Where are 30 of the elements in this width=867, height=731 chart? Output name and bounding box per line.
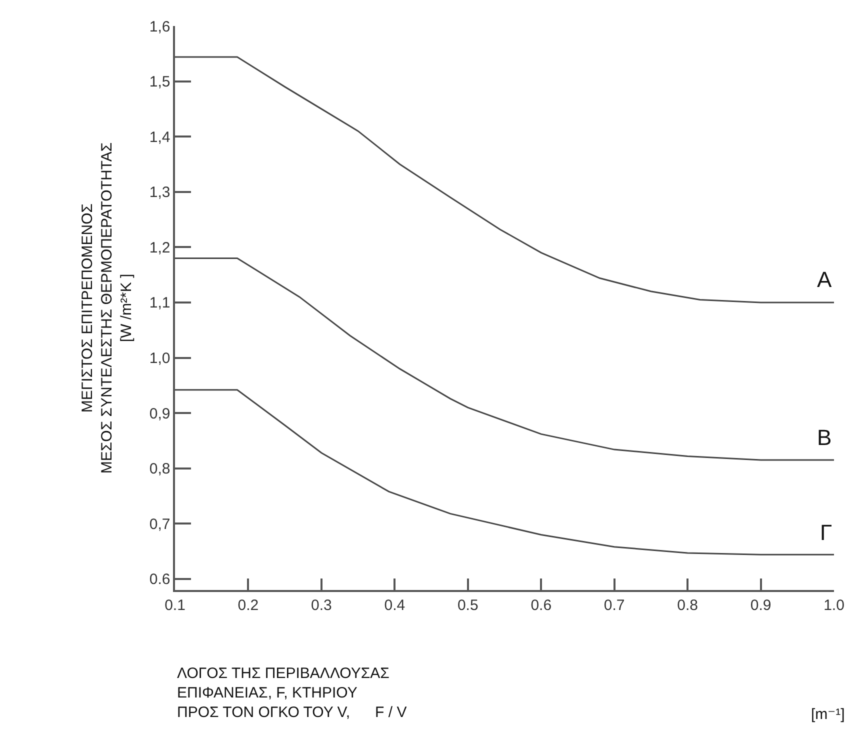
x-tick-label: 0.9	[750, 596, 772, 614]
x-tick-label: 0.2	[238, 596, 259, 614]
series-label: Γ	[820, 520, 832, 545]
y-tick-label: 1,0	[149, 350, 170, 368]
y-tick-label: 0,8	[149, 460, 170, 478]
text: [m⁻¹]	[811, 706, 845, 723]
line-series	[175, 56, 834, 304]
x-tick-label: 0.5	[457, 596, 478, 614]
y-axis-title: ΜΕΓΙΣΤΟΣ ΕΠΙΤΡΕΠΟΜΕΝΟΣ ΜΕΣΟΣ ΣΥΝΤΕΛΕΣΤΗΣ ΘΕΡΜΟΠΕΡΑΤΟΤΗΤΑΣ [W /m²*K ]	[79, 142, 136, 474]
series-label: A	[817, 267, 832, 292]
x-tick-label: 0.6	[530, 596, 552, 614]
y-tick-label: 0,7	[149, 516, 170, 533]
y-tick-label: 0,9	[149, 405, 170, 422]
series-label: B	[817, 425, 832, 450]
x-tick-label: 0.3	[311, 596, 332, 614]
y-tick-label: 1,6	[149, 18, 170, 36]
x-tick-label: 1.0	[824, 596, 844, 614]
line-series	[175, 389, 834, 556]
y-tick-label: 1,3	[149, 184, 170, 202]
y-tick-label: 0.6	[149, 571, 170, 588]
y-tick-label: 1,2	[149, 239, 170, 256]
x-tick-label: 0.8	[677, 596, 698, 614]
y-tick-label: 1,4	[149, 128, 170, 146]
y-tick-label: 1,1	[149, 294, 170, 312]
x-axis-title: ΛΟΓΟΣ ΤΗΣ ΠΕΡΙΒΑΛΛΟΥΣΑΣ ΕΠΙΦΑΝΕΙΑΣ, F, ΚΤΗΡΙΟΥ ΠΡΟΣ ΤΟΝ ΟΓΚΟ ΤΟΥ V, F / V	[177, 665, 407, 721]
x-tick-label: 0.4	[384, 596, 406, 614]
x-tick-label: 0.7	[604, 596, 625, 614]
y-tick-label: 1,5	[149, 74, 170, 91]
x-tick-label: 0.1	[164, 596, 186, 614]
line-series	[175, 257, 834, 461]
